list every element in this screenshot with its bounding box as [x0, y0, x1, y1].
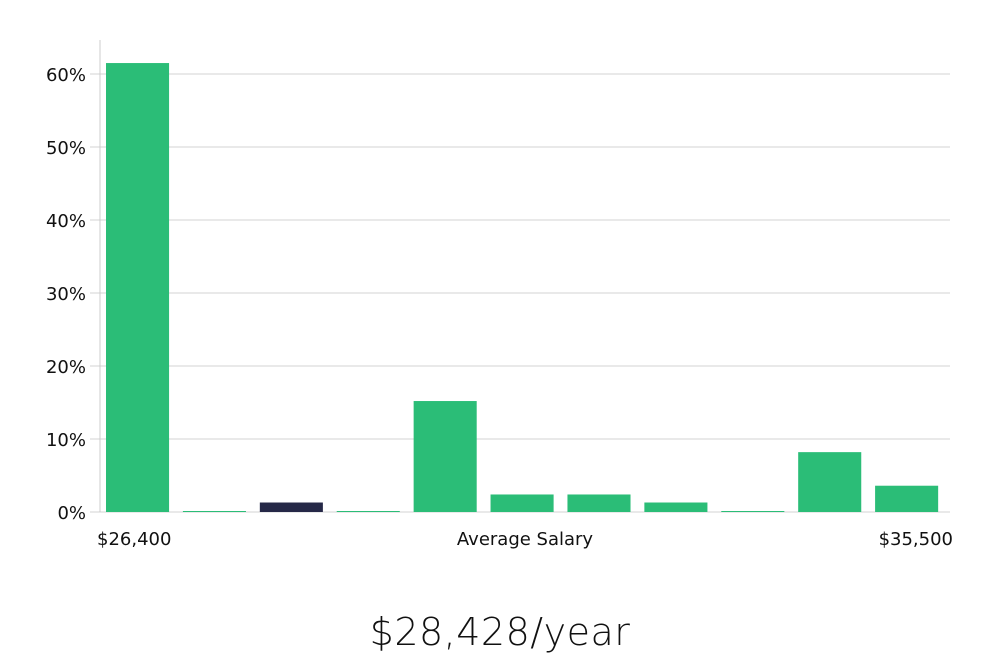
bar-highlighted — [259, 502, 323, 512]
x-max-label: $35,500 — [878, 529, 953, 550]
y-tick-label: 40% — [46, 211, 86, 232]
bars — [106, 63, 939, 513]
bar — [413, 401, 477, 512]
average-salary-value: $28,428/year — [369, 610, 631, 654]
bar — [490, 494, 554, 512]
bar — [798, 452, 862, 512]
bar — [644, 502, 708, 512]
bar — [336, 511, 400, 512]
grid-lines — [90, 73, 950, 513]
y-tick-label: 30% — [46, 284, 86, 305]
bar — [875, 485, 939, 512]
x-axis-label: Average Salary — [456, 529, 594, 550]
y-axis-ticks: 0% 10% 20% 30% 40% 50% 60% — [46, 65, 86, 524]
bar — [182, 511, 246, 512]
bar — [567, 494, 631, 512]
y-tick-label: 50% — [46, 138, 86, 159]
y-tick-label: 20% — [46, 357, 86, 378]
bar — [721, 511, 785, 512]
x-min-label: $26,400 — [97, 529, 172, 550]
y-tick-label: 0% — [57, 503, 86, 524]
y-tick-label: 10% — [46, 430, 86, 451]
bar — [106, 63, 170, 513]
y-tick-label: 60% — [46, 65, 86, 86]
